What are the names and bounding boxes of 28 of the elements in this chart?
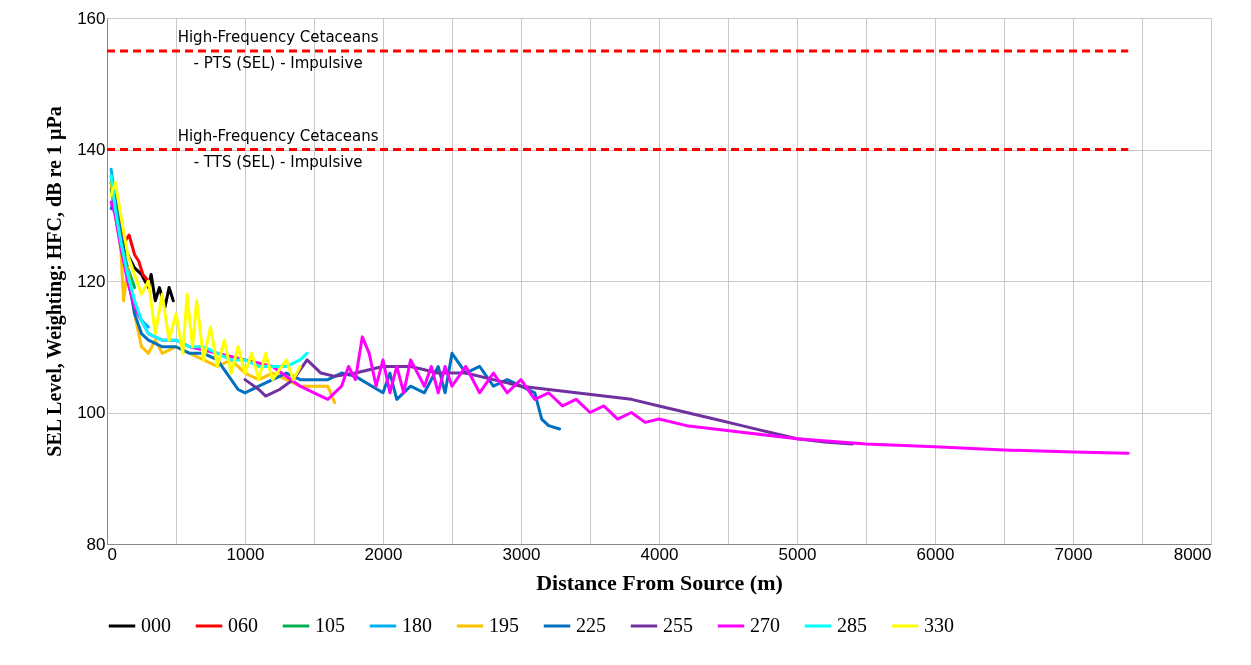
y-axis-title: SEL Level, Weighting: HFC, dB re 1 µPa <box>43 106 67 457</box>
legend-label: 000 <box>141 614 171 636</box>
legend-label: 060 <box>228 614 258 636</box>
legend-label: 195 <box>489 614 519 636</box>
legend-label: 225 <box>576 614 606 636</box>
x-axis-title: Distance From Source (m) <box>536 569 783 595</box>
legend-label: 270 <box>750 614 780 636</box>
x-tick-label: 4000 <box>640 544 679 564</box>
x-tick-label: 3000 <box>502 544 541 564</box>
x-tick-label: 8000 <box>1173 544 1212 564</box>
legend-label: 330 <box>924 614 954 636</box>
x-tick-label: 1000 <box>226 544 265 564</box>
x-tick-label: 7000 <box>1054 544 1093 564</box>
legend-label: 255 <box>663 614 693 636</box>
x-tick-label: 5000 <box>778 544 817 564</box>
legend-label: 285 <box>837 614 867 636</box>
y-tick-label: 140 <box>77 140 106 159</box>
y-tick-label: 80 <box>86 534 106 554</box>
y-tick-label: 100 <box>77 403 106 422</box>
x-tick-label: 2000 <box>364 544 403 564</box>
legend-label: 105 <box>315 614 345 636</box>
y-tick-label: 120 <box>77 271 106 291</box>
ref-line-label: High-Frequency Cetaceans - PTS (SEL) - Impulsive <box>177 27 379 72</box>
legend-label: 180 <box>402 614 432 636</box>
x-tick-label: 0 <box>107 544 117 564</box>
ref-line-label: High-Frequency Cetaceans - TTS (SEL) - Impulsive <box>177 126 379 171</box>
y-tick-label: 160 <box>77 8 106 28</box>
x-tick-label: 6000 <box>916 544 955 564</box>
